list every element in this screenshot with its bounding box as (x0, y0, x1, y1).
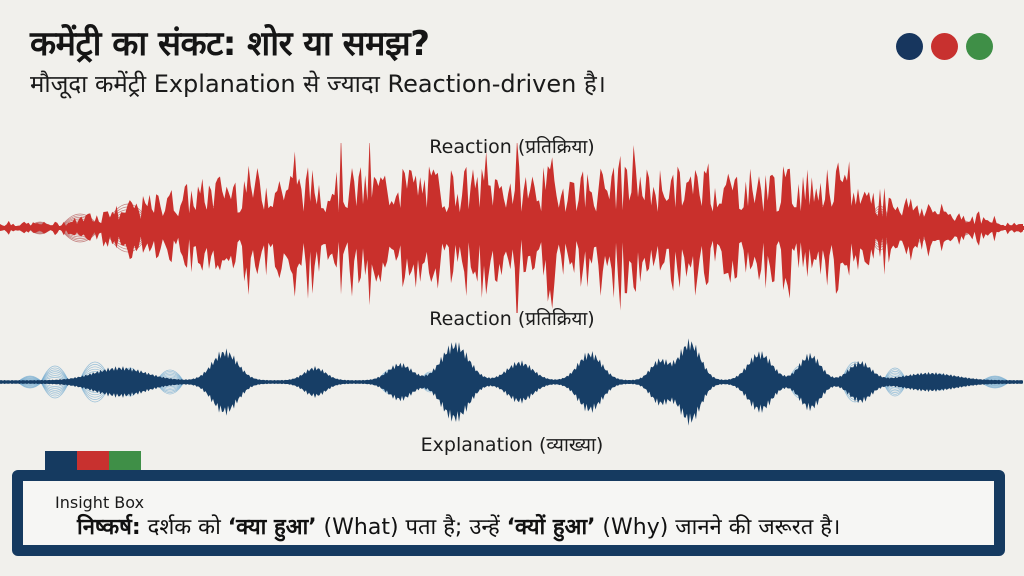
conclusion-label: निष्कर्ष: (77, 515, 141, 540)
page-title: कमेंट्री का संकट: शोर या समझ? (30, 24, 430, 64)
explanation-waveform (0, 338, 1023, 426)
conclusion-part2: (What) पता है; उन्हें (316, 515, 507, 540)
red-dot-icon (931, 33, 958, 60)
why-phrase: ‘क्यों हुआ’ (506, 515, 596, 540)
insight-box: Insight Box निष्कर्ष: दर्शक को ‘क्या हुआ… (12, 470, 1005, 556)
insight-heading: Insight Box (55, 493, 145, 512)
green-dot-icon (966, 33, 993, 60)
reaction-waveform (0, 143, 1024, 313)
conclusion-part1: दर्शक को (140, 515, 228, 540)
what-phrase: ‘क्या हुआ’ (227, 515, 317, 540)
explanation-wave-label: Explanation (व्याख्या) (420, 434, 604, 456)
navy-dot-icon (896, 33, 923, 60)
brand-dots (896, 33, 993, 60)
explanation-wave-top-label: Reaction (प्रतिक्रिया) (429, 308, 595, 330)
reaction-wave-label: Reaction (प्रतिक्रिया) (429, 136, 595, 158)
conclusion-part3: (Why) जानने की जरूरत है। (595, 515, 841, 540)
page-subtitle: मौजूदा कमेंट्री Explanation से ज्यादा Re… (30, 70, 606, 98)
insight-conclusion: निष्कर्ष: दर्शक को ‘क्या हुआ’ (What) पता… (77, 513, 840, 543)
